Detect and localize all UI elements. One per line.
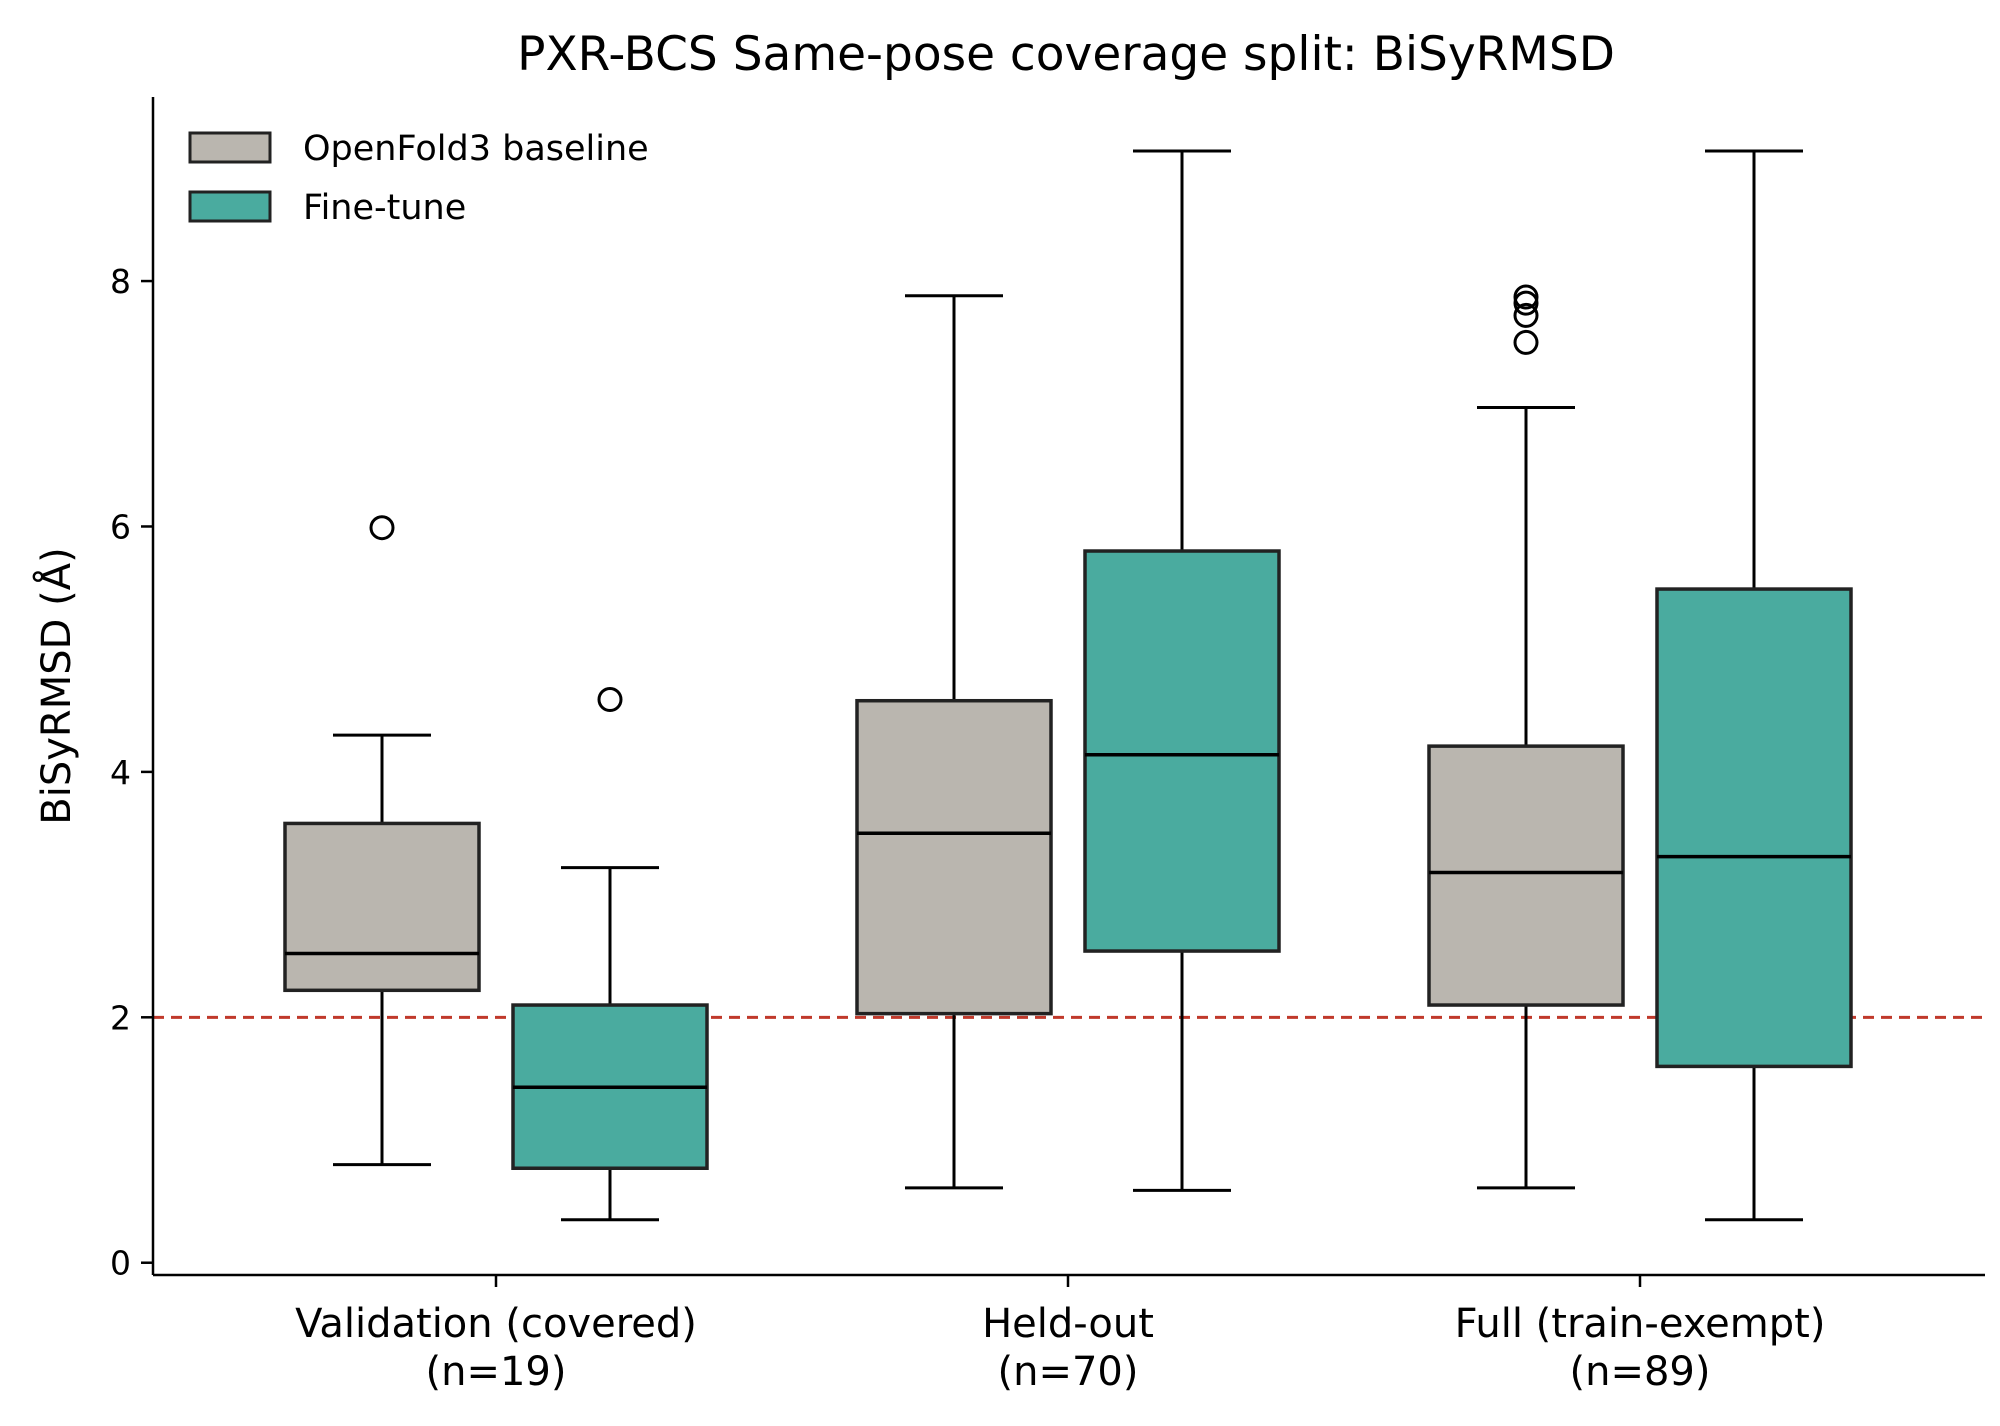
legend-swatch	[188, 190, 272, 223]
y-tick-label: 0	[110, 1244, 131, 1283]
x-category-label: Full (train-exempt)	[1455, 1301, 1826, 1347]
box-baseline-0	[283, 515, 481, 1167]
x-category-count: (n=19)	[426, 1349, 567, 1395]
y-tick-label: 6	[110, 507, 131, 546]
y-tick-label: 2	[110, 998, 131, 1037]
x-category-label: Held-out	[982, 1301, 1154, 1347]
y-axis-label: BiSyRMSD (Å)	[32, 547, 80, 824]
iqr-box	[1655, 587, 1853, 1069]
y-tick-label: 4	[110, 753, 131, 792]
x-category-label: Validation (covered)	[295, 1301, 697, 1347]
iqr-box	[1427, 744, 1625, 1007]
box-finetune-0	[511, 686, 709, 1222]
outlier-point	[369, 515, 395, 541]
legend-label: OpenFold3 baseline	[303, 129, 649, 169]
outlier-point	[597, 686, 623, 712]
outlier-point	[1513, 302, 1539, 328]
x-category-count: (n=70)	[998, 1349, 1139, 1395]
outlier-point	[1513, 290, 1539, 316]
iqr-box	[855, 698, 1053, 1016]
iqr-box	[283, 821, 481, 993]
box-baseline-2	[1427, 284, 1625, 1190]
chart-title: PXR-BCS Same-pose coverage split: BiSyRM…	[517, 27, 1615, 82]
legend-swatch	[188, 131, 272, 164]
legend-label: Fine-tune	[303, 188, 466, 228]
plot-area	[153, 149, 1985, 1222]
box-finetune-2	[1655, 149, 1853, 1222]
outlier-point	[1513, 284, 1539, 310]
y-tick-label: 8	[110, 262, 131, 301]
outlier-point	[1513, 329, 1539, 355]
box-finetune-1	[1083, 149, 1281, 1192]
x-category-count: (n=89)	[1570, 1349, 1711, 1395]
box-baseline-1	[855, 294, 1053, 1190]
iqr-box	[1083, 549, 1281, 953]
legend: OpenFold3 baseline Fine-tune	[188, 129, 649, 228]
